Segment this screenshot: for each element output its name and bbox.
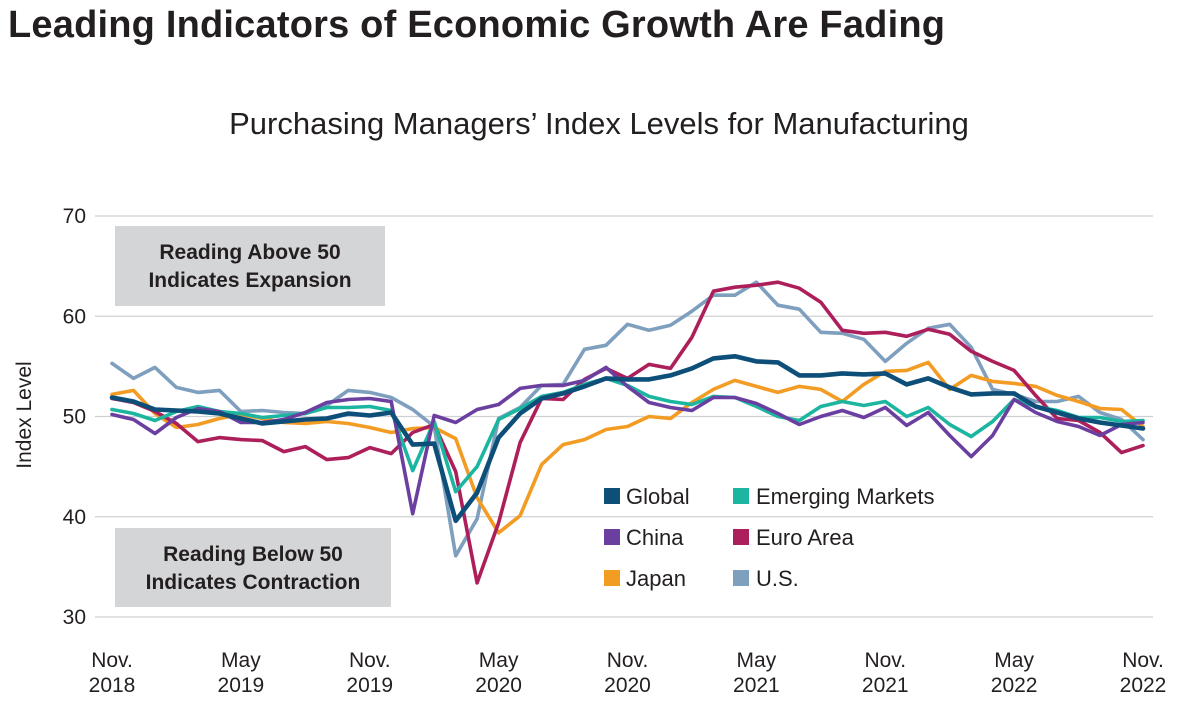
chart-title: Purchasing Managers’ Index Levels for Ma…	[229, 106, 969, 141]
headline: Leading Indicators of Economic Growth Ar…	[8, 4, 946, 46]
annotation-contraction-line1: Reading Below 50	[163, 543, 343, 566]
x-tick-label: May	[994, 649, 1034, 672]
legend-swatch-emerging-markets	[733, 488, 749, 504]
y-axis-label: Index Level	[13, 361, 36, 468]
y-axis-ticks: 30 40 50 60 70	[63, 205, 86, 629]
x-tick-label: May	[479, 649, 519, 672]
legend-label-euro-area: Euro Area	[756, 525, 855, 550]
y-tick-label: 50	[63, 406, 86, 429]
annotation-expansion-line1: Reading Above 50	[159, 241, 340, 264]
legend-label-global: Global	[626, 484, 690, 509]
y-tick-label: 60	[63, 305, 86, 328]
gridlines	[95, 215, 1153, 618]
legend: Global Emerging Markets China Euro Area …	[604, 484, 935, 591]
x-tick-label: 2021	[862, 674, 909, 697]
x-tick-label: 2022	[1120, 674, 1167, 697]
x-tick-label: May	[221, 649, 261, 672]
annotation-expansion: Reading Above 50 Indicates Expansion	[115, 226, 385, 306]
annotation-contraction-line2: Indicates Contraction	[146, 571, 361, 594]
legend-label-emerging-markets: Emerging Markets	[756, 484, 935, 509]
y-tick-label: 40	[63, 506, 86, 529]
y-tick-label: 30	[63, 606, 86, 629]
series-line-u-s	[110, 280, 1145, 558]
x-tick-label: Nov.	[1122, 649, 1164, 672]
annotation-contraction-box	[115, 528, 391, 607]
x-tick-label: Nov.	[91, 649, 133, 672]
legend-swatch-us	[733, 570, 749, 586]
x-tick-label: Nov.	[607, 649, 649, 672]
annotation-expansion-line2: Indicates Expansion	[148, 269, 351, 292]
legend-label-china: China	[626, 525, 684, 550]
legend-label-japan: Japan	[626, 566, 686, 591]
annotation-contraction: Reading Below 50 Indicates Contraction	[115, 528, 391, 607]
x-axis-ticks: Nov.2018May2019Nov.2019May2020Nov.2020Ma…	[89, 649, 1167, 697]
x-tick-label: Nov.	[864, 649, 906, 672]
x-tick-label: May	[737, 649, 777, 672]
series-line-global	[109, 353, 1146, 524]
x-tick-label: 2019	[346, 674, 393, 697]
annotation-expansion-box	[115, 226, 385, 306]
x-tick-label: 2019	[218, 674, 265, 697]
x-tick-label: 2022	[991, 674, 1038, 697]
x-tick-label: 2020	[475, 674, 522, 697]
legend-swatch-global	[604, 488, 620, 504]
x-tick-label: Nov.	[349, 649, 391, 672]
x-tick-label: 2021	[733, 674, 780, 697]
legend-label-us: U.S.	[756, 566, 799, 591]
x-tick-label: 2020	[604, 674, 651, 697]
series-lines	[109, 280, 1146, 585]
legend-swatch-china	[604, 529, 620, 545]
x-tick-label: 2018	[89, 674, 136, 697]
legend-swatch-japan	[604, 570, 620, 586]
y-tick-label: 70	[63, 205, 86, 228]
legend-swatch-euro-area	[733, 529, 749, 545]
